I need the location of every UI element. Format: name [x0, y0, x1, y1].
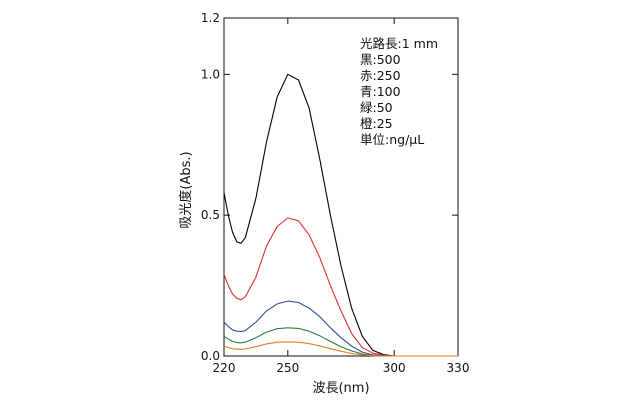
- x-axis-ticks: 220 250 300 330: [213, 18, 470, 375]
- annotation-line: 青:100: [360, 84, 401, 99]
- annotation-line: 光路長:1 mm: [360, 36, 438, 51]
- annotation-line: 橙:25: [360, 116, 393, 131]
- x-tick-label: 330: [447, 361, 470, 375]
- x-axis-label: 波長(nm): [312, 381, 369, 396]
- spectrum-line: [223, 341, 458, 357]
- spectrum-line: [223, 73, 458, 357]
- series-layer: [223, 73, 458, 357]
- spectrum-line: [223, 217, 458, 357]
- y-tick-label: 1.0: [201, 67, 220, 81]
- y-axis-label: 吸光度(Abs.): [178, 151, 194, 228]
- y-axis-ticks: 0.0 0.5 1.0 1.2: [201, 11, 458, 363]
- y-tick-label: 0.0: [201, 349, 220, 363]
- x-tick-label: 250: [276, 361, 299, 375]
- annotation-line: 緑:50: [360, 100, 393, 115]
- spectrum-line: [223, 327, 458, 357]
- x-tick-label: 220: [213, 361, 236, 375]
- spectrum-line: [223, 300, 458, 357]
- plot-frame: [223, 17, 459, 357]
- annotation-line: 単位:ng/μL: [360, 132, 424, 147]
- annotation-line: 赤:250: [360, 68, 401, 83]
- y-tick-label: 1.2: [201, 11, 220, 25]
- y-tick-label: 0.5: [201, 208, 220, 222]
- annotation-line: 黒:500: [360, 52, 401, 67]
- x-tick-label: 300: [383, 361, 406, 375]
